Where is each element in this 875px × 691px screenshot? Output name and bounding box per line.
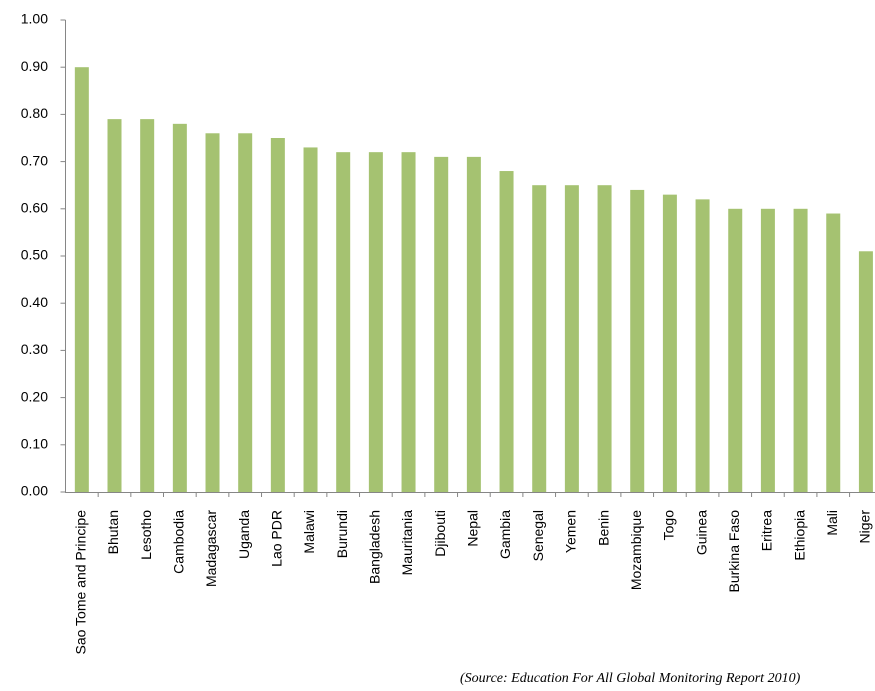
y-tick-label: 0.40 bbox=[21, 294, 48, 310]
x-tick-label: Guinea bbox=[693, 510, 709, 555]
bar bbox=[499, 171, 514, 493]
bar bbox=[238, 133, 253, 492]
bar bbox=[695, 199, 710, 493]
y-tick-label: 0.20 bbox=[21, 388, 48, 404]
y-tick-label: 0.50 bbox=[21, 247, 48, 263]
bar bbox=[74, 67, 89, 492]
bar bbox=[728, 208, 743, 493]
bar bbox=[107, 119, 122, 493]
x-tick-label: Uganda bbox=[236, 510, 252, 559]
x-tick-label: Djibouti bbox=[432, 510, 448, 557]
bar bbox=[172, 123, 187, 492]
x-tick-label: Bhutan bbox=[105, 510, 121, 554]
bar bbox=[270, 138, 285, 492]
x-tick-label: Eritrea bbox=[759, 510, 775, 551]
source-note: (Source: Education For All Global Monito… bbox=[460, 671, 801, 686]
y-tick-label: 0.30 bbox=[21, 341, 48, 357]
x-tick-label: Cambodia bbox=[171, 510, 187, 574]
x-tick-label: Sao Tome and Principe bbox=[73, 510, 89, 655]
bar bbox=[858, 251, 873, 492]
y-tick-label: 0.00 bbox=[21, 483, 48, 499]
x-tick-label: Togo bbox=[661, 510, 677, 541]
y-tick-label: 0.80 bbox=[21, 105, 48, 121]
x-tick-label: Lao PDR bbox=[269, 510, 285, 567]
x-tick-label: Mozambique bbox=[628, 510, 644, 590]
bar bbox=[434, 156, 449, 492]
bar bbox=[466, 156, 481, 492]
x-tick-label: Benin bbox=[595, 510, 611, 546]
x-tick-label: Madagascar bbox=[203, 510, 219, 587]
bar bbox=[336, 152, 351, 492]
x-tick-label: Mali bbox=[824, 510, 840, 536]
x-tick-label: Senegal bbox=[530, 510, 546, 561]
x-tick-label: Gambia bbox=[497, 510, 513, 559]
y-tick-label: 0.90 bbox=[21, 58, 48, 74]
bar bbox=[401, 152, 416, 492]
x-tick-label: Burkina Faso bbox=[726, 510, 742, 593]
x-tick-label: Burundi bbox=[334, 510, 350, 558]
bar bbox=[564, 185, 579, 492]
bar bbox=[368, 152, 383, 492]
bar bbox=[760, 208, 775, 493]
x-tick-label: Ethiopia bbox=[791, 510, 807, 561]
bar bbox=[630, 189, 645, 493]
bar bbox=[205, 133, 220, 492]
y-tick-label: 0.70 bbox=[21, 152, 48, 168]
y-tick-label: 1.00 bbox=[21, 11, 48, 27]
bar bbox=[532, 185, 547, 492]
y-tick-label: 0.10 bbox=[21, 436, 48, 452]
bar bbox=[303, 147, 318, 492]
bar bbox=[140, 119, 155, 493]
bar bbox=[793, 208, 808, 493]
x-tick-label: Lesotho bbox=[138, 510, 154, 560]
x-tick-label: Bangladesh bbox=[367, 510, 383, 584]
bar bbox=[662, 194, 677, 492]
x-tick-label: Malawi bbox=[301, 510, 317, 554]
x-tick-label: Niger bbox=[857, 510, 873, 544]
x-tick-label: Nepal bbox=[465, 510, 481, 547]
x-tick-label: Mauritania bbox=[399, 510, 415, 576]
y-tick-label: 0.60 bbox=[21, 200, 48, 216]
bar bbox=[826, 213, 841, 492]
x-tick-label: Yemen bbox=[563, 510, 579, 553]
bar bbox=[597, 185, 612, 492]
